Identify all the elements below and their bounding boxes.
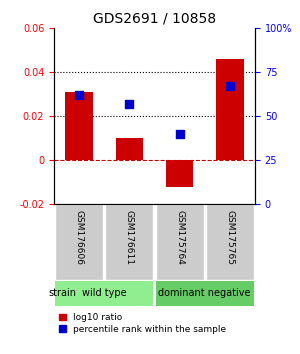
- Point: [227, 84, 232, 89]
- Point: [127, 101, 132, 107]
- Bar: [206, 204, 254, 280]
- Bar: [116, 138, 143, 160]
- Text: strain: strain: [48, 289, 76, 298]
- Bar: [155, 281, 254, 306]
- Bar: [105, 204, 154, 280]
- Bar: [166, 160, 194, 187]
- Legend: log10 ratio, percentile rank within the sample: log10 ratio, percentile rank within the …: [58, 313, 226, 334]
- Text: wild type: wild type: [82, 289, 127, 298]
- Title: GDS2691 / 10858: GDS2691 / 10858: [93, 12, 216, 26]
- Text: GSM176611: GSM176611: [125, 210, 134, 265]
- Bar: [55, 204, 103, 280]
- Point: [177, 131, 182, 137]
- Text: GSM175764: GSM175764: [175, 210, 184, 265]
- Text: dominant negative: dominant negative: [158, 289, 251, 298]
- Point: [77, 92, 82, 98]
- Text: GSM175765: GSM175765: [225, 210, 234, 265]
- Bar: [65, 92, 93, 160]
- Text: GSM176606: GSM176606: [75, 210, 84, 265]
- Bar: [155, 204, 204, 280]
- Bar: [216, 59, 244, 160]
- Bar: [55, 281, 154, 306]
